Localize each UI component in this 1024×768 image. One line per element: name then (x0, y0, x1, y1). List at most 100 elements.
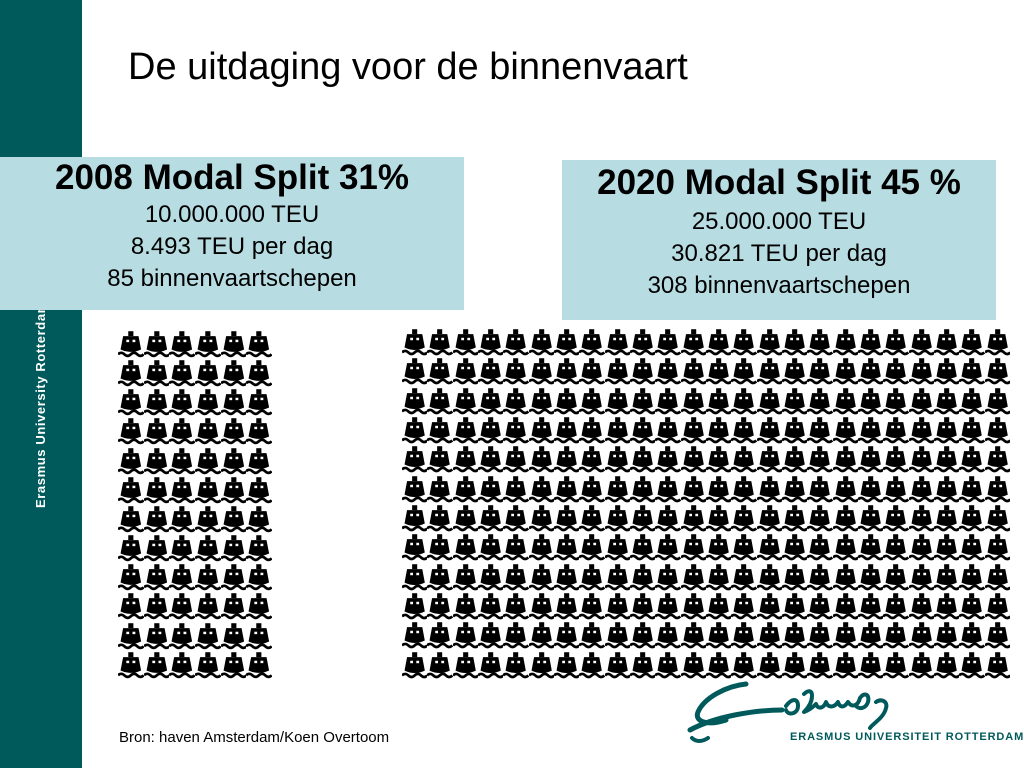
ship-icon (169, 389, 195, 416)
ship-icon (452, 563, 478, 590)
ship-icon (807, 358, 833, 385)
stat-line-teu-2008: 10.000.000 TEU (144, 201, 320, 228)
ship-icon (655, 417, 681, 444)
ship-icon (807, 563, 833, 590)
ship-icon (883, 651, 909, 678)
ship-icon (908, 505, 934, 532)
ship-icon (220, 506, 247, 533)
ship-icon (934, 446, 960, 473)
ship-icon (680, 387, 706, 414)
ship-icon (655, 387, 681, 414)
ship-icon (782, 329, 808, 356)
ship-icon (630, 563, 656, 590)
ship-icon (194, 477, 221, 503)
ship-icon (756, 651, 782, 678)
ship-icon (143, 418, 170, 445)
ship-icon (402, 505, 428, 532)
ship-icon (503, 417, 529, 444)
ship-icon (731, 651, 757, 678)
ship-icon (883, 563, 909, 590)
ship-icon (478, 651, 504, 678)
ship-icon (402, 593, 428, 620)
ship-icon (604, 358, 630, 385)
ship-icon (452, 651, 478, 678)
ship-icon (478, 593, 504, 620)
ship-icon (756, 534, 782, 561)
ship-icon (731, 329, 757, 356)
ship-icon (883, 417, 909, 444)
ship-icon (604, 505, 630, 532)
sidebar-label: Erasmus University Rotterdam (33, 308, 48, 508)
ship-icon (220, 418, 247, 445)
ship-icon (934, 593, 960, 620)
ship-icon (655, 534, 681, 561)
ship-icon (883, 534, 909, 561)
ship-icon (220, 477, 247, 503)
ship-icon (680, 563, 706, 590)
ship-icon (220, 652, 247, 678)
ship-icon (655, 622, 681, 649)
ship-icon (118, 331, 144, 358)
ship-icon (118, 652, 144, 678)
ship-icon (782, 534, 808, 561)
ship-icon (246, 331, 272, 358)
ship-icon (630, 593, 656, 620)
ship-icon (858, 417, 884, 444)
ship-icon (731, 505, 757, 532)
ship-icon (503, 563, 529, 590)
ship-icon (630, 446, 656, 473)
ship-icon (579, 475, 605, 502)
ship-icon (756, 446, 782, 473)
ship-icon (427, 475, 453, 502)
ship-icon (143, 360, 170, 387)
ship-icon (528, 593, 554, 620)
ship-icon (680, 505, 706, 532)
ship-icon (220, 447, 247, 474)
ship-icon (630, 505, 656, 532)
ship-icon (706, 417, 732, 444)
ship-icon (604, 387, 630, 414)
ship-icon (680, 622, 706, 649)
ship-icon (503, 358, 529, 385)
ship-icon (452, 358, 478, 385)
ship-icon (604, 563, 630, 590)
ship-icon (478, 417, 504, 444)
ship-icon (478, 505, 504, 532)
ship-icon (934, 387, 960, 414)
ship-icon (528, 417, 554, 444)
logo-caption: ERASMUS UNIVERSITEIT ROTTERDAM (790, 731, 1024, 743)
ship-icon (832, 563, 858, 590)
ship-icon (143, 652, 170, 678)
ship-icon (858, 534, 884, 561)
ship-icon (706, 475, 732, 502)
ship-icon (118, 418, 144, 445)
ship-icon (756, 387, 782, 414)
ship-icon (503, 534, 529, 561)
ship-icon (169, 652, 195, 678)
ship-icon (731, 475, 757, 502)
ship-icon (807, 593, 833, 620)
ship-icon (959, 563, 985, 590)
ship-icon (402, 563, 428, 590)
ship-icon (427, 446, 453, 473)
ship-icon (858, 651, 884, 678)
ship-icon (934, 475, 960, 502)
ship-icon (503, 651, 529, 678)
ship-icon (959, 387, 985, 414)
ship-icon (782, 358, 808, 385)
ship-icon (246, 622, 272, 649)
ship-icon (143, 622, 170, 649)
ship-icon (503, 475, 529, 502)
ship-icon (579, 329, 605, 356)
ship-icon (630, 387, 656, 414)
ship-icon (554, 446, 580, 473)
ship-icon (706, 651, 732, 678)
ship-icon (169, 477, 195, 503)
ship-icon (756, 593, 782, 620)
ship-icon (908, 534, 934, 561)
ship-icon (984, 329, 1010, 356)
ship-icon (908, 593, 934, 620)
ship-icon (756, 563, 782, 590)
ship-icon (402, 534, 428, 561)
ship-icon (984, 446, 1010, 473)
